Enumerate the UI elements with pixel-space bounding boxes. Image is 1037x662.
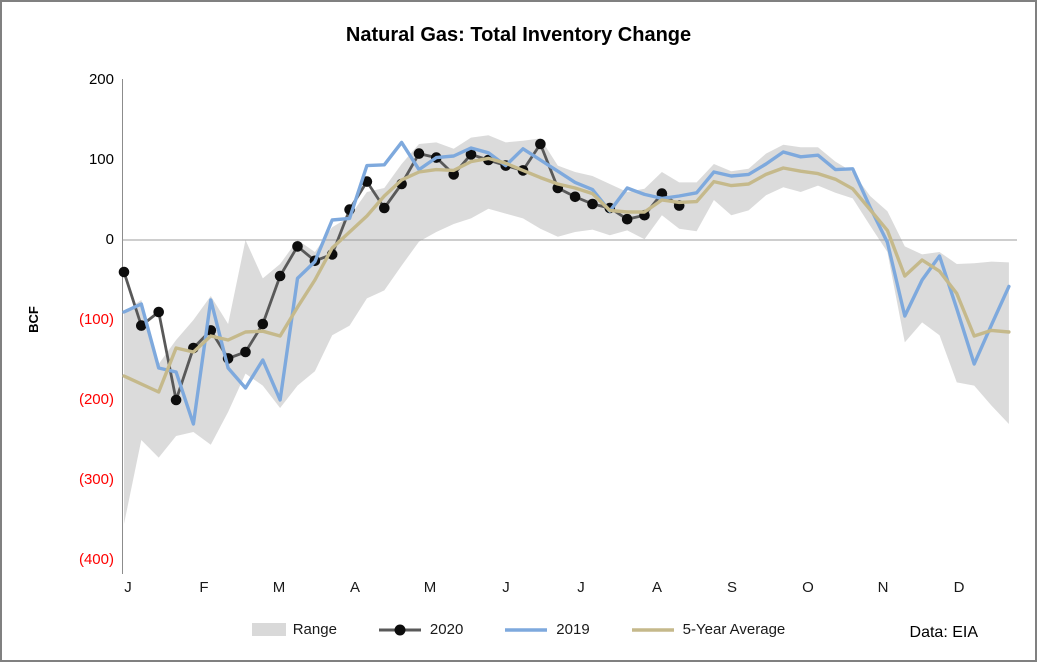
y-tick-label: (400) bbox=[78, 551, 114, 568]
series-2020-marker bbox=[465, 149, 477, 160]
y-axis-label: BCF bbox=[25, 306, 41, 333]
series-2020-marker bbox=[569, 191, 581, 203]
y-tick-label: 200 bbox=[88, 71, 114, 88]
series-2020-marker bbox=[136, 320, 147, 331]
line-marker-icon bbox=[378, 624, 421, 635]
y-tick-label: (200) bbox=[78, 391, 114, 408]
series-2020-marker bbox=[379, 202, 390, 214]
month-label: J bbox=[502, 579, 510, 596]
series-5yr-average-line bbox=[122, 156, 1011, 394]
month-label: N bbox=[877, 579, 889, 596]
legend-label-2020: 2020 bbox=[429, 621, 464, 638]
month-label: D bbox=[953, 579, 965, 596]
series-2020-marker bbox=[170, 394, 182, 406]
series-2020-marker bbox=[621, 213, 633, 225]
legend: Range 2020 2019 5-Year Average bbox=[2, 621, 1035, 638]
legend-label-5yr-average: 5-Year Average bbox=[682, 621, 786, 638]
month-label: S bbox=[726, 579, 737, 596]
series-2020-marker bbox=[240, 346, 251, 358]
y-tick-label: (300) bbox=[78, 471, 114, 488]
data-source-note: Data: EIA bbox=[909, 624, 978, 641]
month-label: M bbox=[272, 579, 286, 596]
series-2020-marker bbox=[587, 198, 598, 210]
range-band bbox=[124, 135, 1009, 524]
y-tick-label: (100) bbox=[78, 311, 114, 328]
blue-line-icon bbox=[505, 627, 548, 632]
y-tick-label: 100 bbox=[88, 151, 114, 168]
month-label: J bbox=[124, 579, 132, 596]
y-tick-label: 0 bbox=[105, 231, 114, 248]
month-label: M bbox=[423, 579, 437, 596]
series-2020-marker bbox=[274, 270, 286, 282]
month-label: A bbox=[349, 579, 360, 596]
series-2020-marker bbox=[118, 266, 130, 278]
month-label: F bbox=[199, 579, 209, 596]
series-2020-marker bbox=[292, 241, 303, 252]
tan-line-icon bbox=[631, 627, 674, 632]
legend-item-5yr-average: 5-Year Average bbox=[630, 621, 786, 638]
series-2020-marker bbox=[535, 138, 546, 150]
series-2019-line bbox=[122, 140, 1011, 426]
series-2020-marker bbox=[153, 306, 164, 318]
legend-item-2020: 2020 bbox=[377, 621, 463, 638]
series-2020-marker bbox=[257, 318, 269, 330]
legend-item-range: Range bbox=[251, 621, 337, 638]
month-label: A bbox=[651, 579, 662, 596]
series-2020-marker bbox=[413, 148, 425, 159]
legend-label-2019: 2019 bbox=[556, 621, 590, 638]
legend-label-range: Range bbox=[292, 621, 337, 638]
month-label: O bbox=[802, 579, 814, 596]
range-swatch-icon bbox=[251, 623, 286, 636]
legend-item-2019: 2019 bbox=[503, 621, 590, 638]
chart-title: Natural Gas: Total Inventory Change bbox=[345, 24, 692, 46]
month-label: J bbox=[577, 579, 585, 596]
